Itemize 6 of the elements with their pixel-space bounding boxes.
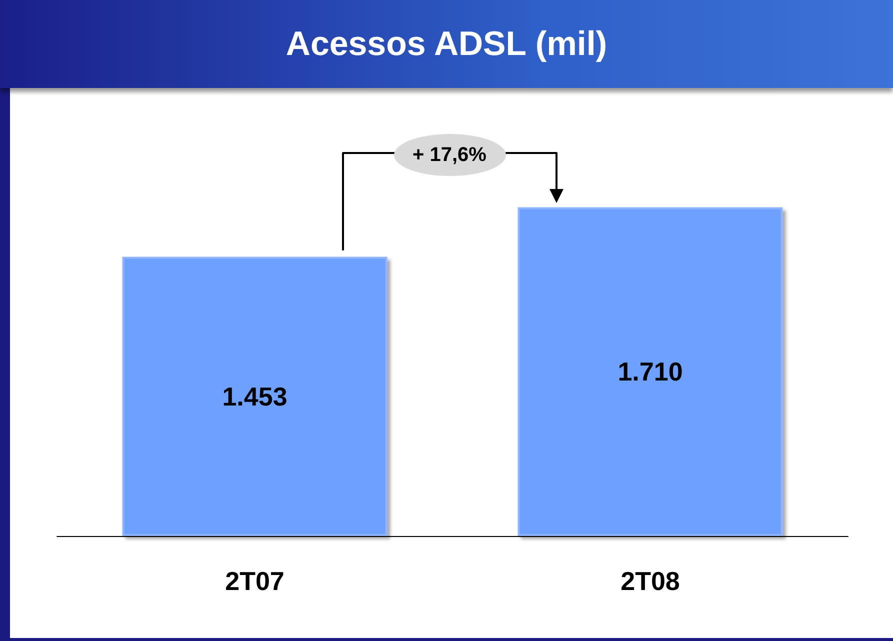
x-tick-label: 2T07 [225,566,284,596]
text: + 17,6% [394,134,506,176]
chart-title: Acessos ADSL (mil) [0,0,893,88]
data-label: 1.453 [222,381,288,412]
data-label: 1.710 [618,356,683,387]
x-tick-label: 2T08 [620,566,680,596]
